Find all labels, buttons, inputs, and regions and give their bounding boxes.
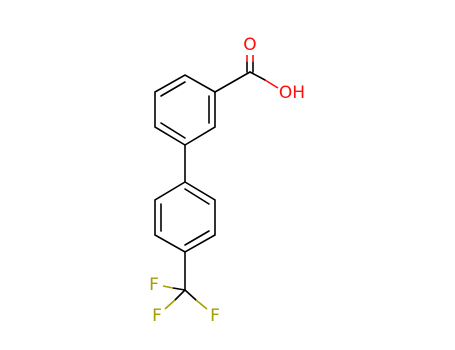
aromatic-inner — [184, 230, 210, 246]
aromatic-inner — [160, 122, 186, 139]
ring-lower — [154, 181, 216, 253]
bond — [195, 299, 208, 310]
bond — [264, 79, 279, 89]
bond — [249, 71, 266, 81]
bond — [164, 299, 176, 310]
atom-label: F — [210, 306, 220, 326]
bond — [174, 289, 186, 301]
bond — [172, 287, 186, 291]
bond — [214, 71, 251, 93]
ring-upper — [154, 74, 216, 146]
aromatic-inner — [184, 188, 210, 205]
atom-label: O — [243, 35, 256, 55]
bonds — [154, 55, 279, 310]
bond — [184, 289, 197, 301]
aromatic-inner — [160, 81, 186, 97]
atom-label: OH — [279, 83, 305, 103]
atom-label: F — [152, 306, 162, 326]
atom-label: F — [149, 275, 159, 295]
bond — [162, 285, 174, 289]
